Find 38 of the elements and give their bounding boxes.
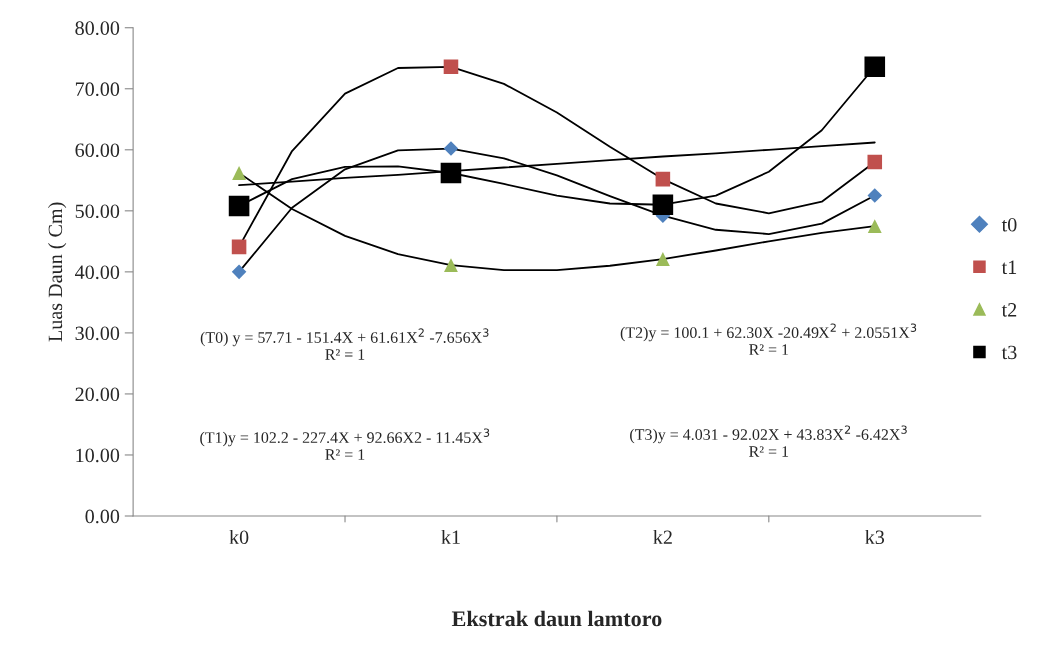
legend-label: t0 <box>1001 217 1017 232</box>
legend-label: t1 <box>1001 260 1017 275</box>
point <box>443 141 459 156</box>
x-tick-label: k3 <box>865 529 885 545</box>
point <box>231 239 247 255</box>
y-tick-label: 0.00 <box>85 509 120 524</box>
point <box>652 194 674 216</box>
y-tick-label: 30.00 <box>75 326 120 341</box>
point <box>232 166 247 180</box>
point <box>867 154 883 170</box>
point <box>231 264 247 280</box>
point <box>440 162 462 184</box>
text: (T3)y = 4.031 - 92.02X + 43.83X$^{2}$ -6.42X$^{3}$ R² = 1 <box>630 425 907 457</box>
point <box>867 219 882 234</box>
y-tick-label: 60.00 <box>75 143 120 158</box>
y-tick-label: 20.00 <box>75 387 120 402</box>
x-tick-label: k2 <box>653 529 672 544</box>
text: (T2)y = 100.1 + 62.30X -20.49X$^{2}$ + 2.0551X$^{3}$ R² = 1 <box>620 323 917 355</box>
point <box>655 171 671 187</box>
y-axis-title: Luas Daun ( Cm) <box>48 202 67 342</box>
y-tick-label: 40.00 <box>75 265 120 280</box>
point <box>228 195 250 217</box>
y-tick-label: 70.00 <box>75 82 120 97</box>
point <box>443 59 459 75</box>
y-tick-label: 80.00 <box>75 21 120 36</box>
point <box>444 258 458 273</box>
x-tick-label: k1 <box>441 529 460 544</box>
y-tick-label: 10.00 <box>76 448 120 463</box>
x-tick-label: k0 <box>229 529 249 545</box>
point <box>867 188 883 203</box>
legend-label: t2 <box>1001 303 1017 317</box>
point <box>864 56 886 78</box>
point <box>655 252 670 266</box>
x-axis-title: Ekstrak daun lamtoro <box>451 610 662 627</box>
legend-label: t3 <box>1001 345 1017 360</box>
y-tick-label: 50.00 <box>75 204 120 219</box>
text: (T0) y = 57.71 - 151.4X + 61.61X$^{2}$ -7.656X$^{3}$ R² = 1 <box>200 328 489 360</box>
text: (T1)y = 102.2 - 227.4X + 92.66X2 - 11.45X$^{3}$ R² = 1 <box>200 428 490 460</box>
